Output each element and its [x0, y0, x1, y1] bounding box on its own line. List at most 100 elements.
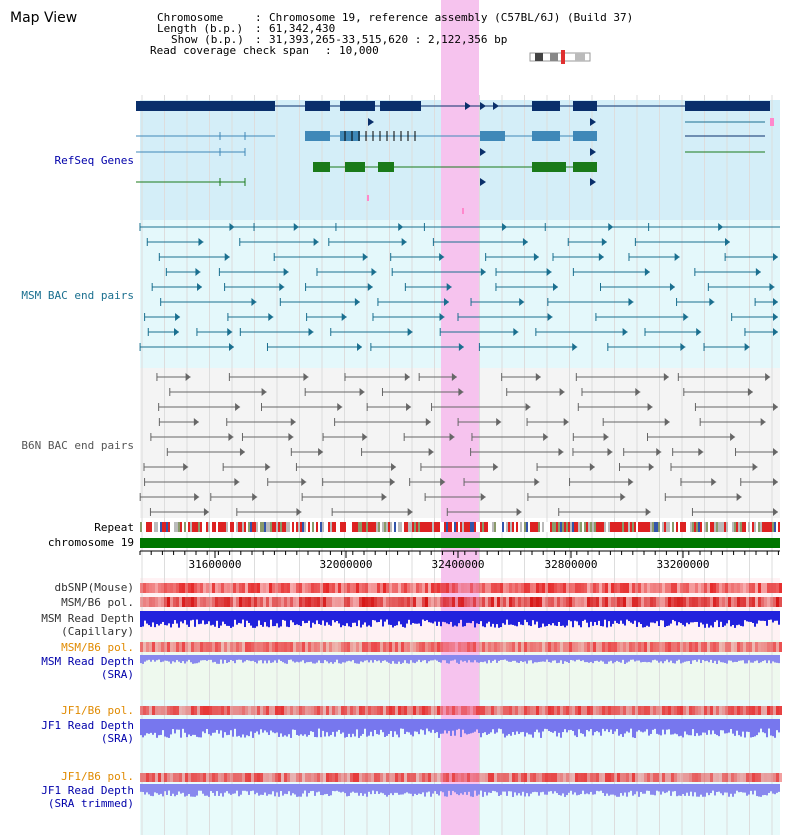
jf1-sra-depth-bar	[612, 719, 614, 734]
repeat-mark	[300, 522, 302, 532]
msm-b6-pol-heat	[221, 642, 224, 652]
jf1-sra-depth-bar	[726, 719, 728, 734]
jf1-trimmed-depth-bar	[304, 784, 306, 791]
track-label-jf1-b6-pol-2[interactable]: JF1/B6 pol.	[61, 770, 134, 783]
msm-capillary-depth-bar	[346, 611, 348, 624]
jf1-trimmed-depth-bar	[496, 784, 498, 793]
b6n-bac-pair-end	[736, 493, 742, 501]
dbsnp-heat	[170, 583, 173, 593]
jf1-sra-depth-bar	[542, 719, 544, 732]
repeat-mark	[222, 522, 224, 532]
jf1-sra-depth-bar	[444, 719, 446, 731]
repeat-mark	[488, 522, 490, 532]
jf1-sra-depth-bar	[298, 719, 300, 736]
track-label-msm-b6-pol-2[interactable]: MSM/B6 pol.	[61, 641, 134, 654]
jf1-b6-pol-heat	[632, 773, 635, 782]
track-label-jf1-depth-sra[interactable]: JF1 Read Depth	[41, 719, 134, 732]
jf1-b6-pol-heat	[281, 706, 284, 715]
msm-sra-depth-bar	[344, 655, 346, 663]
msm-b6-pol-heat	[581, 642, 584, 652]
repeat-mark	[668, 522, 670, 532]
jf1-trimmed-depth-bar	[538, 784, 540, 796]
jf1-b6-pol-heat	[566, 706, 569, 715]
msm-sra-depth-bar	[692, 655, 694, 661]
jf1-sra-depth-bar	[496, 719, 498, 733]
jf1-sra-depth-bar	[760, 719, 762, 729]
msm-capillary-depth-bar	[256, 611, 258, 627]
jf1-trimmed-depth-bar	[296, 784, 298, 797]
msm-sra-depth-bar	[574, 655, 576, 662]
msm-capillary-depth-bar	[262, 611, 264, 627]
jf1-b6-pol-heat	[305, 706, 308, 715]
msm-b6-pol-heat	[392, 642, 395, 652]
track-label-refseq-genes[interactable]: RefSeq Genes	[54, 154, 134, 167]
jf1-trimmed-depth-bar	[608, 784, 610, 796]
msm-b6-pol-heat	[398, 597, 401, 607]
jf1-b6-pol-heat	[680, 773, 683, 782]
jf1-b6-pol-heat	[344, 773, 347, 782]
track-label-msm-depth-capillary[interactable]: MSM Read Depth	[41, 612, 134, 625]
msm-b6-pol-heat	[245, 642, 248, 652]
repeat-mark	[508, 522, 510, 532]
jf1-b6-pol-heat	[572, 706, 575, 715]
refseq-gene-exon	[573, 162, 597, 172]
msm-capillary-depth-bar	[168, 611, 170, 624]
track-label-b6n-bac[interactable]: B6N BAC end pairs	[21, 439, 134, 452]
msm-capillary-depth-bar	[436, 611, 438, 626]
track-label-repeat[interactable]: Repeat	[94, 521, 134, 534]
msm-b6-pol-heat	[302, 642, 305, 652]
b6n-bac-pair-end	[628, 478, 634, 486]
repeat-mark	[690, 522, 692, 532]
msm-capillary-depth-bar	[246, 611, 248, 621]
jf1-b6-pol-heat	[167, 773, 170, 782]
jf1-b6-pol-heat	[605, 773, 608, 782]
dbsnp-heat	[740, 583, 743, 593]
jf1-b6-pol-heat	[677, 706, 680, 715]
jf1-b6-pol-heat	[287, 706, 290, 715]
msm-sra-depth-bar	[494, 655, 496, 660]
repeat-mark	[210, 522, 212, 532]
msm-capillary-depth-bar	[650, 611, 652, 623]
dbsnp-heat	[563, 583, 566, 593]
track-label-msm-bac[interactable]: MSM BAC end pairs	[21, 289, 134, 302]
repeat-mark	[250, 522, 252, 532]
jf1-sra-depth-bar	[266, 719, 268, 733]
msm-sra-depth-bar	[610, 655, 612, 661]
repeat-mark	[514, 522, 516, 532]
repeat-mark	[468, 522, 470, 532]
jf1-trimmed-depth-bar	[188, 784, 190, 795]
jf1-sra-depth-bar	[396, 719, 398, 735]
msm-capillary-depth-bar	[576, 611, 578, 622]
msm-capillary-depth-bar	[450, 611, 452, 622]
msm-sra-depth-bar	[604, 655, 606, 664]
repeat-mark	[618, 522, 620, 532]
track-label-jf1-depth-trimmed[interactable]: JF1 Read Depth	[41, 784, 134, 797]
jf1-b6-pol-heat	[548, 706, 551, 715]
jf1-b6-pol-heat	[755, 773, 758, 782]
msm-b6-pol-heat	[452, 597, 455, 607]
repeat-mark	[772, 522, 774, 532]
track-label-jf1-b6-pol-1[interactable]: JF1/B6 pol.	[61, 704, 134, 717]
track-label-msm-depth-sra[interactable]: MSM Read Depth	[41, 655, 134, 668]
msm-b6-pol-heat	[455, 597, 458, 607]
jf1-sra-depth-bar	[320, 719, 322, 738]
dbsnp-heat	[773, 583, 776, 593]
msm-capillary-depth-bar	[226, 611, 228, 626]
track-label-dbsnp[interactable]: dbSNP(Mouse)	[54, 581, 134, 594]
dbsnp-heat	[245, 583, 248, 593]
msm-capillary-depth-bar	[224, 611, 226, 625]
jf1-trimmed-depth-bar	[424, 784, 426, 797]
msm-b6-pol-heat	[536, 597, 539, 607]
msm-b6-pol-heat	[230, 597, 233, 607]
jf1-b6-pol-heat	[404, 773, 407, 782]
track-label-msm-b6-pol-1[interactable]: MSM/B6 pol.	[61, 596, 134, 609]
repeat-mark	[362, 522, 364, 532]
msm-b6-pol-heat	[449, 642, 452, 652]
jf1-trimmed-depth-bar	[402, 784, 404, 795]
jf1-b6-pol-heat	[752, 773, 755, 782]
track-label-chromosome[interactable]: chromosome 19	[47, 536, 134, 549]
dbsnp-heat	[515, 583, 518, 593]
jf1-sra-depth-bar	[196, 719, 198, 737]
repeat-mark	[620, 522, 622, 532]
